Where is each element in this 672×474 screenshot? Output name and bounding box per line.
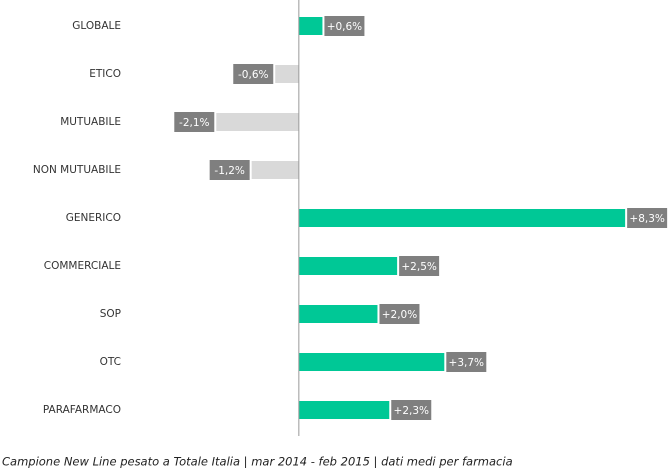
category-label: GENERICO: [66, 212, 121, 224]
value-label-box: [446, 352, 487, 372]
category-label: OTC: [100, 356, 121, 368]
value-label: +2,0%: [382, 309, 417, 321]
value-label: -2,1%: [179, 117, 209, 129]
category-label: PARAFARMACO: [43, 404, 121, 416]
category-label: NON MUTUABILE: [33, 164, 121, 176]
bar: [298, 257, 398, 275]
value-label: +3,7%: [449, 357, 484, 369]
value-label: -0,6%: [238, 69, 268, 81]
value-label-box: [627, 208, 668, 228]
category-label: MUTUABILE: [60, 116, 121, 128]
value-label-box: [233, 64, 274, 84]
category-label: GLOBALE: [72, 20, 121, 32]
value-label-box: [391, 400, 432, 420]
value-label-box: [379, 304, 420, 324]
bar: [298, 17, 323, 35]
bar: [298, 305, 378, 323]
value-label-box: [324, 16, 365, 36]
bar: [275, 65, 299, 83]
bar: [216, 113, 299, 131]
category-label: COMMERCIALE: [44, 260, 121, 272]
value-label: +8,3%: [629, 213, 664, 225]
category-label: SOP: [100, 308, 121, 320]
bar: [298, 209, 626, 227]
value-label: +0,6%: [327, 21, 362, 33]
bar: [298, 353, 445, 371]
bar: [298, 401, 390, 419]
category-label: ETICO: [89, 68, 121, 80]
value-label: +2,5%: [401, 261, 436, 273]
value-label-box: [399, 256, 440, 276]
value-label: -1,2%: [214, 165, 244, 177]
bar: [251, 161, 299, 179]
value-label-box: [174, 112, 215, 132]
footnote: Campione New Line pesato a Totale Italia…: [2, 455, 513, 469]
value-label-box: [209, 160, 250, 180]
value-label: +2,3%: [394, 405, 429, 417]
